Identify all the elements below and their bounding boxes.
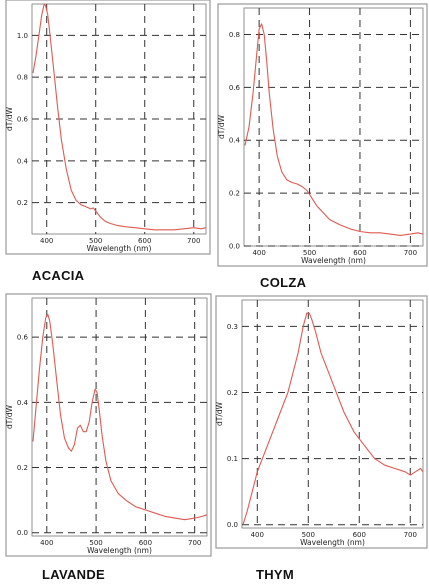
y-tick-label: 0.2 — [227, 389, 238, 397]
y-tick-label: 0.4 — [17, 399, 29, 407]
x-tick-label: 600 — [139, 539, 152, 547]
plot-area — [243, 7, 424, 247]
y-tick-label: 0.0 — [227, 521, 238, 529]
panel-thym: 400 500 600 700 0.0 0.1 0.2 0.3 Wavelength (nm) d… — [214, 292, 429, 584]
x-axis-title: Wavelength (nm) — [300, 538, 365, 547]
y-axis-title: dT/dW — [215, 401, 224, 426]
x-tick-label: 700 — [188, 539, 201, 547]
x-tick-label: 700 — [187, 237, 200, 245]
y-tick-label: 0.0 — [229, 243, 240, 251]
panel-frame — [5, 293, 212, 557]
x-tick-label: 700 — [404, 531, 417, 539]
chart-thym: 400 500 600 700 0.0 0.1 0.2 0.3 Wavelength (nm) d… — [215, 295, 428, 549]
chart-title-lavande: LAVANDE — [42, 567, 106, 582]
y-tick-label: 0.2 — [17, 464, 28, 472]
chart-acacia: 400 500 600 700 0.2 0.4 0.6 0.8 1.0 Wavelength (n… — [5, 0, 211, 255]
y-tick-label: 0.1 — [227, 455, 238, 463]
panel-frame — [217, 3, 428, 267]
y-tick-label: 0.2 — [17, 199, 28, 207]
y-tick-label: 0.8 — [229, 31, 240, 39]
series-line — [32, 3, 207, 231]
x-axis-title: Wavelength (nm) — [87, 546, 152, 555]
x-tick-label: 400 — [40, 237, 53, 245]
x-tick-label: 600 — [353, 249, 366, 257]
x-tick-label: 500 — [303, 249, 316, 257]
x-tick-label: 500 — [89, 237, 102, 245]
panel-frame — [5, 0, 211, 255]
panel-colza: 400 500 600 700 0.0 0.2 0.4 0.6 0.8 Wavelength (n… — [214, 0, 429, 292]
panel-acacia: 400 500 600 700 0.2 0.4 0.6 0.8 1.0 Wavelength (n… — [0, 0, 212, 292]
y-tick-label: 0.4 — [17, 157, 29, 165]
panel-frame — [215, 295, 428, 549]
chart-lavande: 400 500 600 700 0.0 0.2 0.4 0.6 Wavelength (nm) d… — [5, 293, 212, 557]
y-axis-title: dT/dW — [5, 106, 14, 131]
chart-colza: 400 500 600 700 0.0 0.2 0.4 0.6 0.8 Wavelength (n… — [217, 3, 428, 267]
chart-title-colza: COLZA — [260, 275, 307, 290]
x-tick-label: 400 — [252, 249, 265, 257]
y-axis-title: dT/dW — [217, 114, 226, 139]
series-line — [244, 23, 424, 236]
series-line — [242, 312, 424, 525]
y-tick-label: 0.0 — [17, 529, 28, 537]
chart-title-acacia: ACACIA — [32, 268, 85, 283]
y-tick-label: 0.6 — [17, 334, 29, 342]
y-tick-label: 0.4 — [229, 137, 241, 145]
y-tick-label: 0.3 — [227, 323, 238, 331]
x-tick-label: 400 — [251, 531, 264, 539]
x-axis-title: Wavelength (nm) — [301, 256, 366, 265]
y-axis-title: dT/dW — [5, 404, 14, 429]
y-tick-label: 0.2 — [229, 190, 240, 198]
x-tick-label: 600 — [138, 237, 151, 245]
panel-lavande: 400 500 600 700 0.0 0.2 0.4 0.6 Wavelength (nm) d… — [0, 292, 212, 584]
x-tick-label: 400 — [40, 539, 53, 547]
y-tick-label: 0.6 — [229, 84, 241, 92]
y-tick-label: 1.0 — [17, 32, 28, 40]
x-tick-label: 500 — [89, 539, 102, 547]
x-tick-label: 600 — [353, 531, 366, 539]
y-tick-label: 0.6 — [17, 116, 29, 124]
plot-area — [31, 297, 208, 537]
y-tick-label: 0.8 — [17, 74, 28, 82]
plot-area — [241, 299, 424, 529]
x-axis-title: Wavelength (nm) — [87, 244, 152, 253]
series-line — [32, 313, 208, 521]
x-tick-label: 500 — [302, 531, 315, 539]
chart-title-thym: THYM — [256, 567, 295, 582]
x-tick-label: 700 — [404, 249, 417, 257]
